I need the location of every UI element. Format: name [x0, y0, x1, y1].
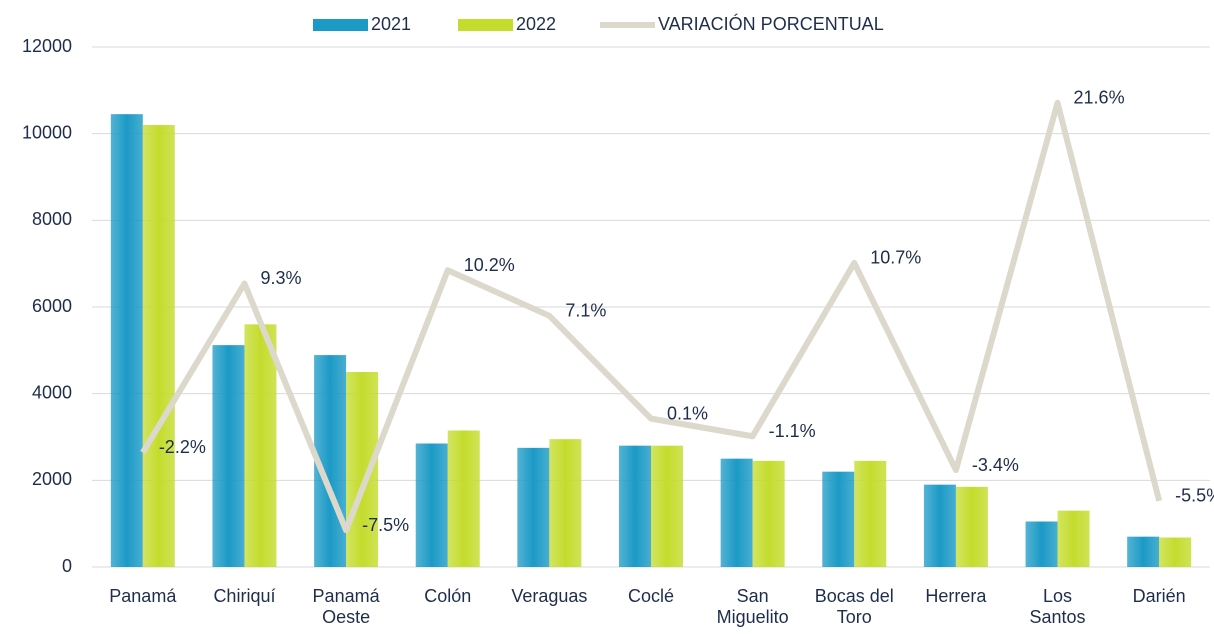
- bar: [110, 114, 143, 568]
- bar: [1127, 536, 1160, 567]
- data-label: -3.4%: [972, 455, 1019, 475]
- y-tick-label: 2000: [32, 469, 72, 489]
- legend-label: 2022: [516, 14, 556, 34]
- data-label: 9.3%: [260, 268, 301, 288]
- bar: [549, 439, 582, 567]
- y-tick-label: 8000: [32, 209, 72, 229]
- data-label: -2.2%: [159, 437, 206, 457]
- x-tick-label: Herrera: [925, 586, 987, 606]
- data-label: -7.5%: [362, 515, 409, 535]
- x-tick-label: Darién: [1132, 586, 1186, 606]
- bar: [415, 443, 448, 567]
- data-label: -5.5%: [1175, 486, 1214, 506]
- data-label: 21.6%: [1074, 88, 1125, 108]
- bar: [923, 484, 956, 567]
- y-tick-label: 6000: [32, 296, 72, 316]
- bar: [651, 445, 683, 567]
- bar: [822, 471, 855, 567]
- x-tick-label: Los Santos: [1029, 586, 1086, 627]
- x-tick-label: Panamá Oeste: [312, 586, 380, 627]
- bar: [212, 345, 245, 567]
- legend-swatch: [313, 19, 368, 31]
- legend-swatch: [458, 19, 513, 31]
- bar: [244, 324, 277, 567]
- bar: [1025, 521, 1058, 567]
- bar: [619, 445, 651, 567]
- data-label: 10.7%: [870, 248, 921, 268]
- y-tick-label: 4000: [32, 382, 72, 402]
- line-series: [140, 99, 1163, 534]
- x-tick-label: Coclé: [627, 586, 675, 606]
- data-label: 0.1%: [667, 403, 708, 423]
- bar: [752, 460, 785, 567]
- legend-label: VARIACIÓN PORCENTUAL: [658, 13, 884, 34]
- x-tick-label: Panamá: [109, 586, 177, 606]
- bar: [955, 486, 988, 567]
- bar: [447, 430, 480, 567]
- x-tick-label: San Miguelito: [716, 586, 789, 627]
- data-label: 7.1%: [565, 301, 606, 321]
- y-tick-label: 0: [62, 556, 72, 576]
- bar: [517, 447, 550, 567]
- x-tick-label: Bocas del Toro: [814, 586, 894, 627]
- bar: [142, 125, 175, 567]
- x-tick-label: Colón: [424, 586, 472, 606]
- data-label: -1.1%: [769, 421, 816, 441]
- x-tick-label: Veraguas: [511, 586, 588, 606]
- legend-label: 2021: [371, 14, 411, 34]
- bar: [1057, 510, 1090, 567]
- y-tick-label: 10000: [22, 122, 72, 142]
- x-tick-label: Chiriquí: [213, 586, 276, 606]
- bar: [720, 458, 753, 567]
- y-tick-label: 12000: [22, 36, 72, 56]
- bar: [854, 460, 887, 567]
- bar: [346, 372, 379, 567]
- bar: [1159, 537, 1192, 567]
- data-label: 10.2%: [464, 255, 515, 275]
